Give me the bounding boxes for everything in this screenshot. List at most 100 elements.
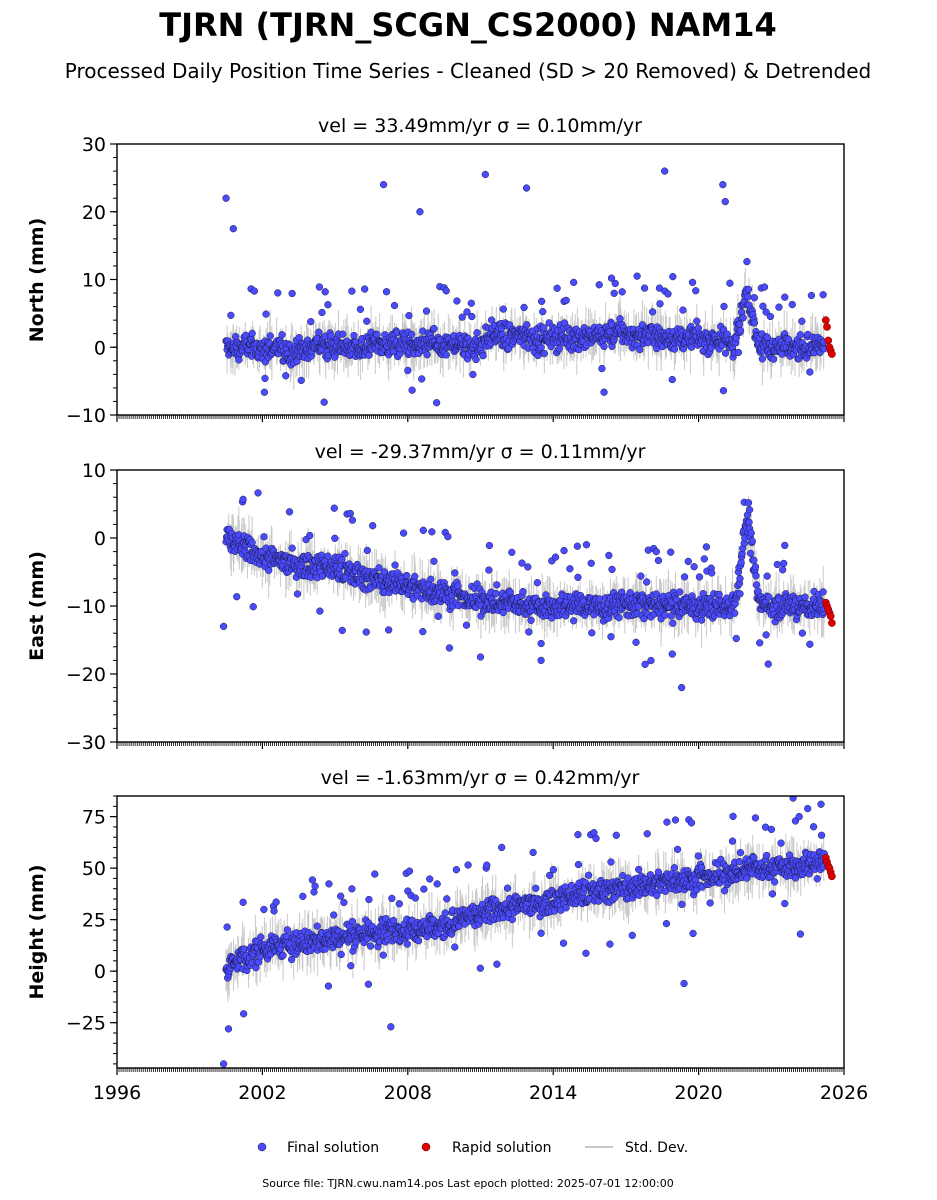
final-point xyxy=(643,578,651,586)
final-point xyxy=(806,368,814,376)
final-point xyxy=(654,556,663,565)
y-tick-label: 10 xyxy=(82,460,106,482)
final-point xyxy=(278,331,286,339)
final-point xyxy=(227,311,235,320)
rapid-point xyxy=(824,336,833,345)
final-point xyxy=(338,626,346,635)
final-point xyxy=(369,522,377,530)
final-point xyxy=(780,559,788,568)
final-point xyxy=(518,559,526,567)
final-point xyxy=(600,342,608,351)
final-point xyxy=(747,529,755,537)
final-point xyxy=(766,312,775,321)
final-point xyxy=(750,556,758,564)
final-point xyxy=(293,590,302,598)
final-point xyxy=(442,287,450,295)
final-point xyxy=(432,399,441,407)
final-point xyxy=(467,299,475,307)
panel-title: vel = 33.49mm/yr σ = 0.10mm/yr xyxy=(318,115,642,137)
final-point xyxy=(747,549,755,558)
final-point xyxy=(451,569,459,577)
final-point xyxy=(249,603,257,611)
final-point xyxy=(356,305,365,313)
final-point xyxy=(648,308,657,316)
final-point xyxy=(664,290,672,298)
final-point xyxy=(427,575,435,583)
final-point xyxy=(598,364,606,373)
final-point xyxy=(348,287,356,295)
final-point xyxy=(537,639,545,648)
final-point xyxy=(537,343,545,352)
final-solution-points xyxy=(219,489,828,692)
outlier-point xyxy=(537,656,545,665)
final-point xyxy=(600,388,608,396)
final-point xyxy=(316,607,324,615)
final-point xyxy=(265,566,273,575)
final-point xyxy=(239,1010,248,1018)
final-point xyxy=(404,366,412,375)
final-point xyxy=(520,303,528,312)
final-point xyxy=(736,574,744,583)
y-axis-label: North (mm) xyxy=(26,218,48,343)
outlier-point xyxy=(229,225,237,233)
final-point xyxy=(647,656,655,665)
final-point xyxy=(468,312,476,321)
outlier-point xyxy=(476,653,485,661)
y-axis-label: Height (mm) xyxy=(26,864,48,999)
final-point xyxy=(248,538,256,547)
final-point xyxy=(744,499,753,507)
final-point xyxy=(473,329,481,337)
figure-subtitle: Processed Daily Position Time Series - C… xyxy=(65,59,871,83)
final-point xyxy=(279,951,287,960)
final-point xyxy=(756,639,764,647)
final-point xyxy=(266,332,274,340)
final-point xyxy=(641,660,649,668)
final-point xyxy=(306,531,314,540)
final-point xyxy=(562,296,570,305)
final-point xyxy=(784,335,793,343)
final-point xyxy=(765,593,773,601)
final-point xyxy=(690,563,698,571)
final-point xyxy=(687,343,696,351)
final-point xyxy=(551,553,560,561)
final-point xyxy=(743,257,751,266)
final-point xyxy=(693,317,701,325)
final-point xyxy=(680,573,689,581)
final-point xyxy=(695,573,704,581)
final-point xyxy=(272,898,280,906)
final-point xyxy=(596,595,604,603)
final-point xyxy=(434,612,442,620)
final-point xyxy=(524,563,532,571)
final-point xyxy=(540,324,548,332)
final-point xyxy=(652,547,660,556)
final-point xyxy=(231,332,240,341)
y-tick-label: 0 xyxy=(94,337,106,359)
final-point xyxy=(297,376,305,385)
final-point xyxy=(670,345,679,353)
outlier-point xyxy=(379,181,388,189)
final-point xyxy=(668,650,676,658)
final-point xyxy=(261,374,269,383)
final-point xyxy=(734,348,743,357)
final-point xyxy=(539,308,547,316)
final-point xyxy=(735,320,744,328)
final-point xyxy=(330,504,338,512)
final-point xyxy=(607,633,615,641)
panel-title: vel = -1.63mm/yr σ = 0.42mm/yr xyxy=(321,767,640,789)
final-point xyxy=(582,541,591,549)
final-point xyxy=(587,559,595,567)
final-point xyxy=(508,548,516,557)
final-point xyxy=(700,555,708,563)
final-point xyxy=(692,287,700,295)
final-point xyxy=(605,551,613,560)
final-point xyxy=(320,398,328,406)
final-point xyxy=(385,626,393,634)
final-point xyxy=(339,330,347,338)
rapid-point xyxy=(821,316,830,324)
final-point xyxy=(819,588,827,596)
final-point xyxy=(391,561,399,569)
outlier-point xyxy=(481,170,489,179)
final-point xyxy=(362,628,370,636)
final-point xyxy=(283,926,292,934)
